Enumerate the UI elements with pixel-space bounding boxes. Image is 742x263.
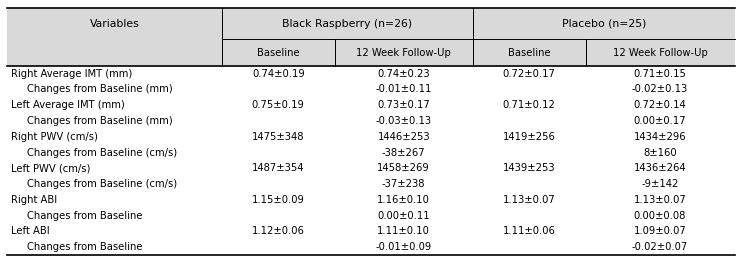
- Text: Baseline: Baseline: [257, 48, 300, 58]
- Text: 1475±348: 1475±348: [252, 132, 304, 142]
- Text: 1.11±0.06: 1.11±0.06: [503, 226, 556, 236]
- Text: 0.00±0.17: 0.00±0.17: [634, 116, 686, 126]
- Text: Variables: Variables: [90, 19, 139, 29]
- Text: 1.13±0.07: 1.13±0.07: [503, 195, 556, 205]
- Text: 12 Week Follow-Up: 12 Week Follow-Up: [613, 48, 707, 58]
- Text: 0.72±0.17: 0.72±0.17: [503, 69, 556, 79]
- Text: -0.02±0.13: -0.02±0.13: [632, 84, 688, 94]
- Text: 0.71±0.15: 0.71±0.15: [634, 69, 686, 79]
- Text: 0.73±0.17: 0.73±0.17: [378, 100, 430, 110]
- Text: Left Average IMT (mm): Left Average IMT (mm): [11, 100, 125, 110]
- Text: 1436±264: 1436±264: [634, 163, 686, 173]
- Bar: [7, 39, 735, 66]
- Text: Changes from Baseline (cm/s): Changes from Baseline (cm/s): [27, 179, 177, 189]
- Text: Changes from Baseline: Changes from Baseline: [27, 242, 143, 252]
- Text: 0.00±0.08: 0.00±0.08: [634, 211, 686, 221]
- Text: 1.13±0.07: 1.13±0.07: [634, 195, 686, 205]
- Text: Left PWV (cm/s): Left PWV (cm/s): [11, 163, 91, 173]
- Text: Changes from Baseline (mm): Changes from Baseline (mm): [27, 116, 173, 126]
- Text: Changes from Baseline: Changes from Baseline: [27, 211, 143, 221]
- Text: 1.15±0.09: 1.15±0.09: [252, 195, 305, 205]
- Text: Changes from Baseline (mm): Changes from Baseline (mm): [27, 84, 173, 94]
- Text: 1.12±0.06: 1.12±0.06: [252, 226, 305, 236]
- Text: Changes from Baseline (cm/s): Changes from Baseline (cm/s): [27, 148, 177, 158]
- Text: Black Raspberry (n=26): Black Raspberry (n=26): [282, 19, 413, 29]
- Text: 1.09±0.07: 1.09±0.07: [634, 226, 686, 236]
- Bar: [7, 8, 735, 39]
- Text: Right Average IMT (mm): Right Average IMT (mm): [11, 69, 132, 79]
- Text: Left ABI: Left ABI: [11, 226, 50, 236]
- Text: 0.74±0.19: 0.74±0.19: [252, 69, 305, 79]
- Text: -9±142: -9±142: [641, 179, 679, 189]
- Text: 0.71±0.12: 0.71±0.12: [503, 100, 556, 110]
- Text: 8±160: 8±160: [643, 148, 677, 158]
- Text: -0.01±0.11: -0.01±0.11: [375, 84, 432, 94]
- Text: 0.75±0.19: 0.75±0.19: [252, 100, 305, 110]
- Text: 12 Week Follow-Up: 12 Week Follow-Up: [356, 48, 451, 58]
- Text: Right ABI: Right ABI: [11, 195, 57, 205]
- Text: -0.03±0.13: -0.03±0.13: [375, 116, 432, 126]
- Text: Baseline: Baseline: [508, 48, 551, 58]
- Text: 1419±256: 1419±256: [503, 132, 556, 142]
- Text: 1458±269: 1458±269: [378, 163, 430, 173]
- Text: -38±267: -38±267: [382, 148, 425, 158]
- Text: -37±238: -37±238: [382, 179, 425, 189]
- Text: 1439±253: 1439±253: [503, 163, 556, 173]
- Text: -0.01±0.09: -0.01±0.09: [375, 242, 432, 252]
- Text: 1.16±0.10: 1.16±0.10: [377, 195, 430, 205]
- Text: 1487±354: 1487±354: [252, 163, 304, 173]
- Text: 0.74±0.23: 0.74±0.23: [378, 69, 430, 79]
- Text: Right PWV (cm/s): Right PWV (cm/s): [11, 132, 98, 142]
- Text: Placebo (n=25): Placebo (n=25): [562, 19, 646, 29]
- Text: 0.00±0.11: 0.00±0.11: [378, 211, 430, 221]
- Text: 1434±296: 1434±296: [634, 132, 686, 142]
- Text: -0.02±0.07: -0.02±0.07: [632, 242, 688, 252]
- Text: 1.11±0.10: 1.11±0.10: [377, 226, 430, 236]
- Text: 1446±253: 1446±253: [378, 132, 430, 142]
- Text: 0.72±0.14: 0.72±0.14: [634, 100, 686, 110]
